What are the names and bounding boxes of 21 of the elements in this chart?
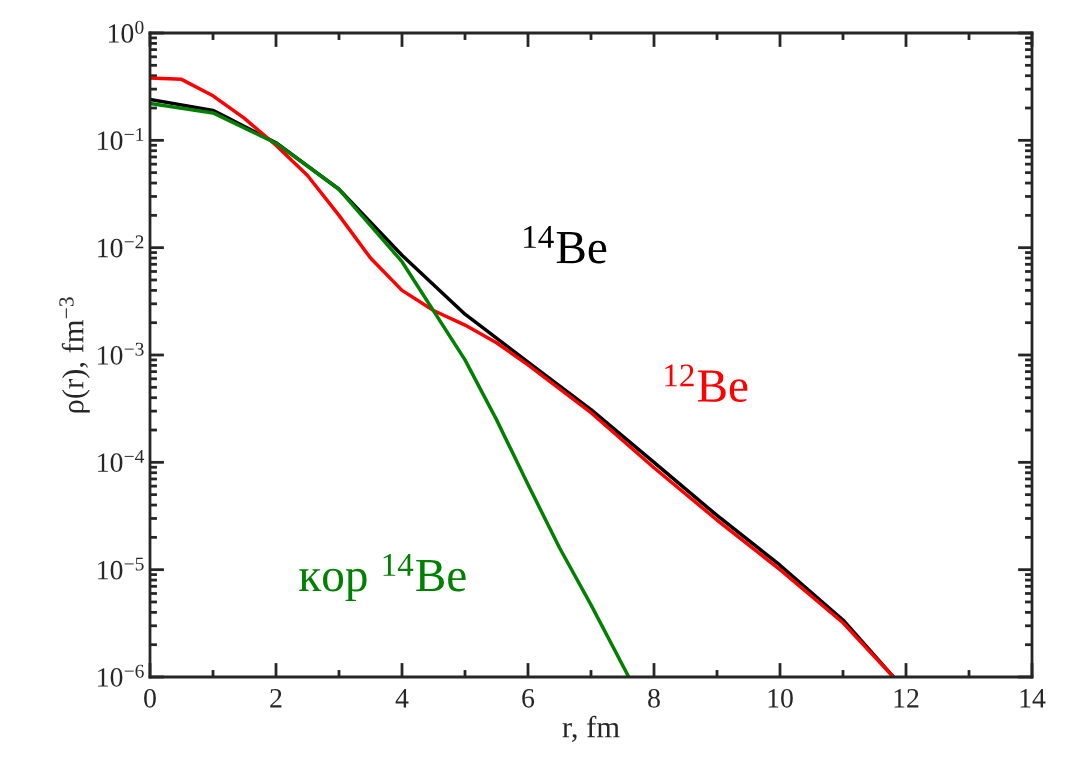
- series-label: $^{12}$Be: [665, 364, 748, 402]
- y-tick-label: 10$^{−5}$: [98, 557, 144, 580]
- x-tick-label: 2: [270, 688, 282, 708]
- y-tick-label: 10$^{−2}$: [98, 235, 144, 258]
- y-tick-label: 10$^{−4}$: [98, 450, 145, 473]
- x-tick-label: 4: [395, 689, 409, 708]
- y-tick-label: 10$^{−6}$: [98, 664, 144, 687]
- x-tick-label: 10: [768, 688, 793, 708]
- line-series: [150, 101, 631, 677]
- x-tick-label: 0: [144, 688, 156, 708]
- x-tick-label: 12: [894, 688, 919, 708]
- x-axis-title: r, fm: [562, 715, 620, 742]
- y-tick-label: 10$^{0}$: [108, 20, 144, 43]
- y-tick-label: 10$^{−3}$: [98, 342, 144, 365]
- x-tick-label: 6: [522, 688, 535, 708]
- x-tick-label: 14: [1020, 689, 1046, 708]
- x-tick-label: 8: [648, 688, 660, 708]
- y-tick-label: 10$^{−1}$: [98, 128, 144, 151]
- series-label: кор $^{14}$Be: [299, 553, 466, 602]
- series-label: $^{14}$Be: [524, 226, 607, 264]
- y-axis-title: ρ(r), fm$^{−3}$: [59, 297, 90, 413]
